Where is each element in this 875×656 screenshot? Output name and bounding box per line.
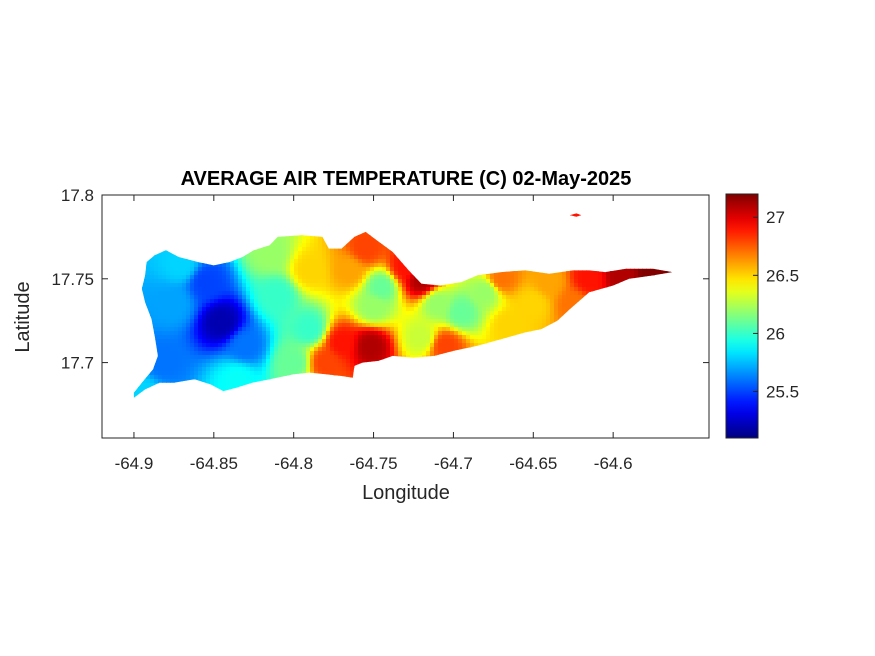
x-tick-label: -64.85: [190, 454, 238, 473]
y-tick-label: 17.75: [51, 270, 94, 289]
x-tick-label: -64.65: [509, 454, 557, 473]
x-tick-label: -64.75: [349, 454, 397, 473]
y-axis-ticks: 17.7 17.75 17.8: [51, 186, 709, 373]
x-tick-label: -64.9: [115, 454, 154, 473]
colorbar-box: [725, 193, 759, 439]
temperature-cells: [133, 213, 673, 398]
x-tick-label: -64.8: [274, 454, 313, 473]
y-axis-label: Latitude: [12, 281, 34, 352]
colorbar-tick-label: 25.5: [766, 383, 799, 402]
colorbar: 25.5 26 26.5 27: [725, 193, 799, 439]
colorbar-tick-label: 27: [766, 208, 785, 227]
x-axis-ticks: -64.9 -64.85 -64.8 -64.75 -64.7 -64.65 -64.6: [115, 195, 633, 473]
colorbar-ticks: 25.5 26 26.5 27: [753, 208, 799, 402]
x-axis-label: Longitude: [362, 482, 450, 504]
axes-box: [101, 194, 710, 439]
y-tick-label: 17.7: [61, 354, 94, 373]
chart-title: AVERAGE AIR TEMPERATURE (C) 02-May-2025: [181, 168, 632, 190]
y-tick-label: 17.8: [61, 186, 94, 205]
plot-area: [133, 213, 673, 398]
x-tick-label: -64.6: [594, 454, 633, 473]
colorbar-tick-label: 26.5: [766, 266, 799, 285]
x-tick-label: -64.7: [434, 454, 473, 473]
temperature-field: [133, 213, 673, 398]
colorbar-gradient: [726, 194, 758, 438]
colorbar-tick-label: 26: [766, 324, 785, 343]
